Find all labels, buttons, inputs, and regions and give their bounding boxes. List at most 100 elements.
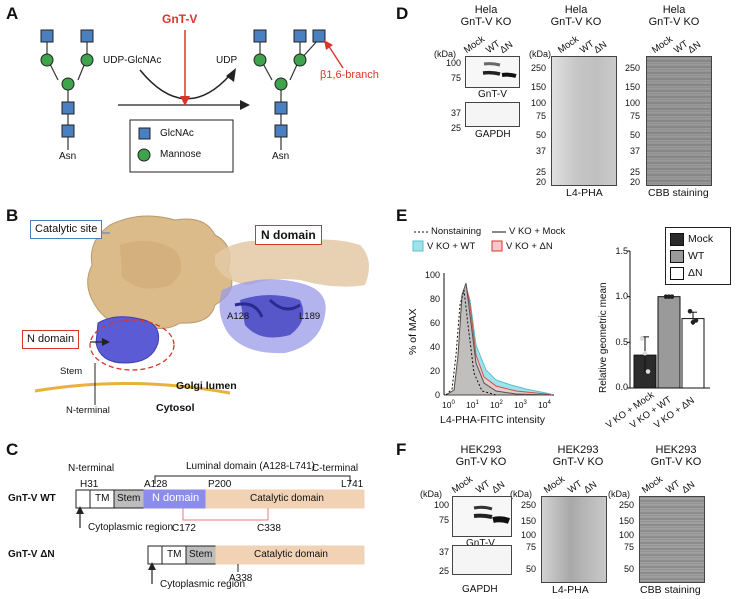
mannose-circle: [253, 53, 267, 67]
mw-marker: 100: [618, 530, 634, 540]
data-point: [639, 336, 645, 341]
hist-ytick: 60: [429, 318, 440, 328]
c-terminal-label: C-terminal: [312, 463, 359, 474]
mannose-legend-swatch: [137, 148, 151, 162]
wt-swatch: [412, 240, 424, 252]
zoom-ribbon: [234, 298, 301, 318]
mw-marker: 50: [623, 564, 634, 574]
cbb-blot-label: CBB staining: [648, 187, 709, 199]
glcnac-square: [274, 101, 288, 115]
mw-marker: 250: [530, 63, 546, 73]
data-point: [669, 294, 675, 299]
data-point: [642, 350, 648, 356]
mw-marker: 150: [530, 82, 546, 92]
glcnac-legend-label: GlcNAc: [160, 128, 194, 139]
panel-a: GnT-V UDP-GlcNAc UDP β1,6-branch Asn Asn…: [0, 0, 390, 200]
gnt-band-wt-lower: [473, 513, 493, 519]
wt-construct-label: GnT-V WT: [8, 493, 56, 504]
glcnac-square: [293, 29, 307, 43]
gapdh-blot: [452, 545, 512, 575]
hist-xtick: 100: [442, 399, 455, 410]
histogram-legend-svg: [412, 231, 506, 252]
dn-stem-label: Stem: [189, 549, 213, 560]
n-domain-pointer-head: [102, 338, 110, 346]
mw-marker: 100: [445, 58, 461, 68]
blot-header-cbb: Hela GnT-V KO: [648, 4, 700, 28]
wt-stem-label: Stem: [117, 493, 141, 504]
mw-marker: 150: [520, 516, 536, 526]
zoom-n-domain-core: [240, 295, 304, 338]
wt-cyto-arrowhead: [76, 506, 84, 514]
kda-label: (kDa): [529, 49, 551, 59]
gnt-blot-label: GnT-V: [466, 538, 495, 549]
mw-marker: 150: [624, 82, 640, 92]
blot-header-lpha: HEK293 GnT-V KO: [552, 444, 604, 468]
gnt-blot-label: GnT-V: [478, 89, 507, 100]
hist-ytick: 0: [434, 390, 440, 400]
cbb-blot: [639, 496, 705, 583]
legend-wt: V KO + WT: [427, 241, 476, 252]
hist-ytick: 40: [429, 342, 440, 352]
bar-legend-dn: ΔN: [688, 267, 703, 279]
dn-catalytic-label: Catalytic domain: [254, 549, 328, 560]
mw-marker: 75: [450, 73, 461, 83]
hist-xlabel: L4-PHA-FITC intensity: [440, 414, 546, 426]
h31-label: H31: [80, 479, 99, 490]
mw-marker: 37: [438, 547, 449, 557]
luminal-domain-label: Luminal domain (A128-L741): [186, 461, 315, 472]
glcnac-square: [80, 29, 94, 43]
hist-xtick: 104: [538, 399, 551, 410]
branch-arrowhead: [324, 40, 333, 50]
geomean-bar-chart: [627, 250, 710, 389]
mw-marker: 100: [520, 530, 536, 540]
mw-marker: 75: [629, 111, 640, 121]
asn-right-label: Asn: [272, 151, 290, 162]
mannose-circle: [40, 53, 54, 67]
panel-c-letter: C: [6, 440, 19, 459]
mannose-legend-label: Mannose: [160, 149, 202, 160]
a338-label: A338: [229, 573, 253, 584]
c338-label: C338: [257, 523, 281, 534]
lpha-blot: [541, 496, 607, 583]
mannose-circle: [80, 53, 94, 67]
gnt-band-wt-lower: [482, 70, 501, 76]
blot-header-lpha: Hela GnT-V KO: [550, 4, 602, 28]
bar-legend-mock: Mock: [688, 233, 714, 245]
l741-label: L741: [341, 479, 364, 490]
kda-label: (kDa): [434, 49, 456, 59]
mw-marker: 75: [623, 542, 634, 552]
mw-marker: 250: [520, 500, 536, 510]
bar-legend: Mock WT ΔN: [665, 227, 731, 285]
residue-l189-label: L189: [299, 311, 321, 322]
c172-label: C172: [172, 523, 196, 534]
mw-marker: 25: [535, 167, 546, 177]
bar-legend-swatch-wt: [670, 250, 684, 263]
disulfide-bracket: [182, 508, 269, 521]
glcnac-square: [312, 29, 326, 43]
hist-ytick: 80: [429, 294, 440, 304]
golgi-membrane: [34, 381, 231, 395]
legend-dn: V KO + ΔN: [506, 241, 553, 252]
protein-structure-illustration: [34, 215, 369, 405]
bar-ytick: 1.0: [615, 291, 628, 301]
gapdh-blot-label: GAPDH: [462, 584, 498, 595]
mw-marker: 100: [624, 98, 640, 108]
mw-marker: 37: [535, 146, 546, 156]
zoom-catalytic-surface: [215, 239, 369, 287]
panel-e-letter: E: [396, 206, 408, 225]
donor-arrowhead: [226, 68, 236, 82]
mw-marker: 37: [629, 146, 640, 156]
bar-legend-swatch-mock: [670, 233, 684, 246]
bar-ytick: 1.5: [615, 246, 628, 256]
dn-catalytic-segment: [215, 545, 365, 565]
gnt-band-dn: [492, 516, 511, 524]
bar-legend-wt: WT: [688, 250, 705, 262]
mw-marker: 75: [535, 111, 546, 121]
wt-catalytic-label: Catalytic domain: [250, 493, 324, 504]
reaction-arrowhead: [240, 100, 250, 110]
lpha-blot: [551, 56, 617, 186]
branch-label: β1,6-branch: [320, 69, 379, 81]
dn-cyto-segment: [147, 545, 163, 565]
lpha-blot-label: L4-PHA: [566, 187, 603, 199]
mw-marker: 250: [624, 63, 640, 73]
